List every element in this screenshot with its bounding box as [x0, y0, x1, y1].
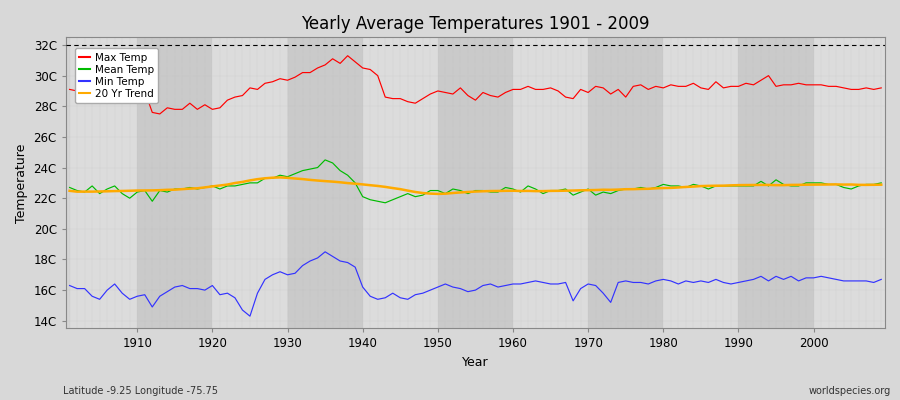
Y-axis label: Temperature: Temperature: [15, 143, 28, 222]
Bar: [69, 37, 145, 328]
Bar: [513, 37, 588, 328]
Title: Yearly Average Temperatures 1901 - 2009: Yearly Average Temperatures 1901 - 2009: [302, 15, 650, 33]
Bar: [287, 37, 363, 328]
Bar: [212, 37, 287, 328]
Text: worldspecies.org: worldspecies.org: [809, 386, 891, 396]
Bar: [363, 37, 437, 328]
Bar: [588, 37, 663, 328]
Bar: [437, 37, 513, 328]
Bar: [663, 37, 738, 328]
Text: Latitude -9.25 Longitude -75.75: Latitude -9.25 Longitude -75.75: [63, 386, 218, 396]
X-axis label: Year: Year: [462, 356, 489, 369]
Bar: [137, 37, 212, 328]
Legend: Max Temp, Mean Temp, Min Temp, 20 Yr Trend: Max Temp, Mean Temp, Min Temp, 20 Yr Tre…: [75, 48, 158, 103]
Bar: [739, 37, 814, 328]
Bar: [814, 37, 888, 328]
